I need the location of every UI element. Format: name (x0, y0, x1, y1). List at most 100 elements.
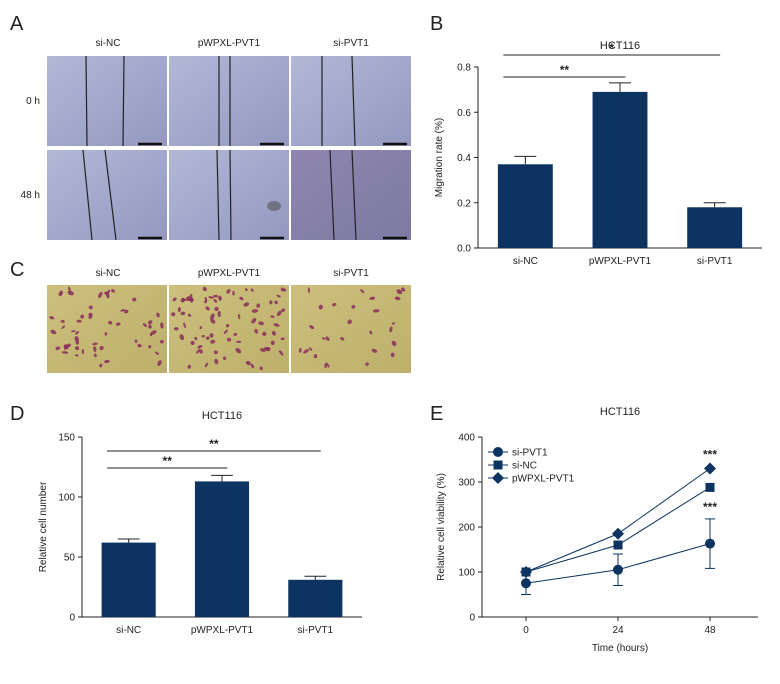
stained-cell (88, 305, 93, 310)
stained-cell (262, 331, 267, 336)
stained-cell (271, 330, 276, 336)
stained-cell (351, 304, 356, 309)
stained-cell (251, 317, 257, 324)
stained-cell (210, 313, 215, 320)
panel-letter-c: C (10, 259, 24, 281)
stained-cell (213, 294, 219, 298)
legend-marker (493, 460, 503, 470)
stained-cell (394, 296, 401, 301)
stained-cell (281, 308, 286, 312)
significance-label: *** (703, 448, 717, 462)
panel-letter-e: E (430, 403, 443, 425)
panel-letter-b: B (430, 13, 443, 35)
stained-cell (104, 332, 108, 336)
stained-cell (190, 340, 195, 345)
stained-cell (208, 296, 214, 299)
stained-cell (347, 319, 352, 325)
stained-cell (235, 348, 242, 354)
x-tick-label: 24 (612, 625, 624, 636)
stained-cell (172, 297, 177, 302)
stained-cell (108, 320, 113, 325)
stained-cell (226, 289, 231, 294)
stained-cell (254, 328, 259, 334)
stained-cell (171, 312, 176, 317)
stained-cell (324, 363, 327, 369)
stained-cell (107, 289, 111, 294)
debris-spot (267, 201, 281, 211)
chart-title: HCT116 (202, 410, 242, 422)
stained-cell (201, 334, 205, 338)
stained-cell (148, 345, 152, 349)
stained-cell (199, 349, 203, 354)
stained-cell (232, 290, 235, 296)
stained-cell (278, 350, 284, 356)
stained-cell (120, 309, 125, 312)
stained-cell (92, 342, 98, 346)
category-label: si-NC (116, 625, 141, 636)
category-label: pWPXL-PVT1 (589, 256, 652, 267)
data-point (520, 566, 532, 578)
stained-cell (303, 349, 310, 354)
data-point (705, 538, 715, 549)
y-tick-label: 0.0 (457, 244, 471, 255)
stained-cell (205, 336, 210, 340)
stained-cell (71, 330, 76, 333)
stained-cell (149, 332, 153, 337)
transwell-image (291, 285, 411, 373)
stained-cell (389, 326, 393, 333)
stained-cell (50, 329, 57, 335)
category-label: si-PVT1 (697, 256, 733, 267)
y-tick-label: 50 (64, 553, 76, 564)
panel-b-chart: HCT116 0.0 0.2 0.4 0.6 0.8 Migration rate (%) s… (434, 40, 762, 267)
stained-cell (210, 318, 216, 324)
panel-c-col-label: si-NC (96, 268, 121, 279)
stained-cell (396, 289, 403, 295)
stained-cell (197, 344, 203, 349)
stained-cell (187, 313, 192, 317)
wound-image (291, 56, 411, 146)
stained-cell (81, 348, 85, 355)
stained-cell (401, 287, 406, 292)
stained-cell (332, 303, 337, 307)
stained-cell (75, 331, 79, 335)
stained-cell (325, 336, 330, 341)
significance-label: *** (703, 500, 717, 514)
wound-edge-line (104, 149, 117, 241)
stained-cell (270, 340, 275, 345)
stained-cell (173, 327, 179, 331)
stained-cell (371, 348, 378, 353)
stained-cell (256, 303, 261, 308)
stained-cell (225, 324, 230, 328)
y-tick-label: 150 (58, 433, 75, 444)
stained-cell (340, 337, 345, 341)
stained-cell (155, 351, 159, 355)
stained-cell (307, 287, 310, 294)
stained-cell (243, 302, 250, 307)
y-tick-label: 100 (58, 493, 75, 504)
panel-e-chart: HCT116 0 100 200 300 400 0 24 48 Time (hours) Rela… (436, 406, 758, 654)
legend-marker (492, 472, 504, 484)
data-point (521, 578, 531, 589)
stained-cell (199, 325, 203, 330)
legend-label: si-NC (512, 461, 537, 472)
panel-a-row-label: 0 h (26, 96, 40, 107)
panel-c-micrographs: si-NC pWPXL-PVT1 si-PVT1 (47, 268, 411, 373)
stained-cell (99, 345, 104, 351)
stained-cell (111, 289, 116, 293)
category-label: si-NC (513, 256, 538, 267)
panel-a-micrographs: si-NC pWPXL-PVT1 si-PVT1 0 h 48 h (21, 38, 411, 241)
stained-cell (194, 336, 198, 341)
wound-edge-line (351, 149, 357, 241)
stained-cell (61, 325, 65, 329)
stained-cell (223, 329, 228, 335)
stained-cell (259, 348, 266, 353)
stained-cell (76, 319, 82, 323)
stained-cell (390, 352, 395, 358)
significance-label: ** (560, 63, 570, 77)
stained-cell (142, 323, 147, 327)
bar (497, 164, 553, 248)
stained-cell (132, 297, 137, 302)
x-tick-label: 48 (704, 625, 716, 636)
stained-cell (55, 346, 61, 351)
stained-cell (58, 293, 63, 296)
